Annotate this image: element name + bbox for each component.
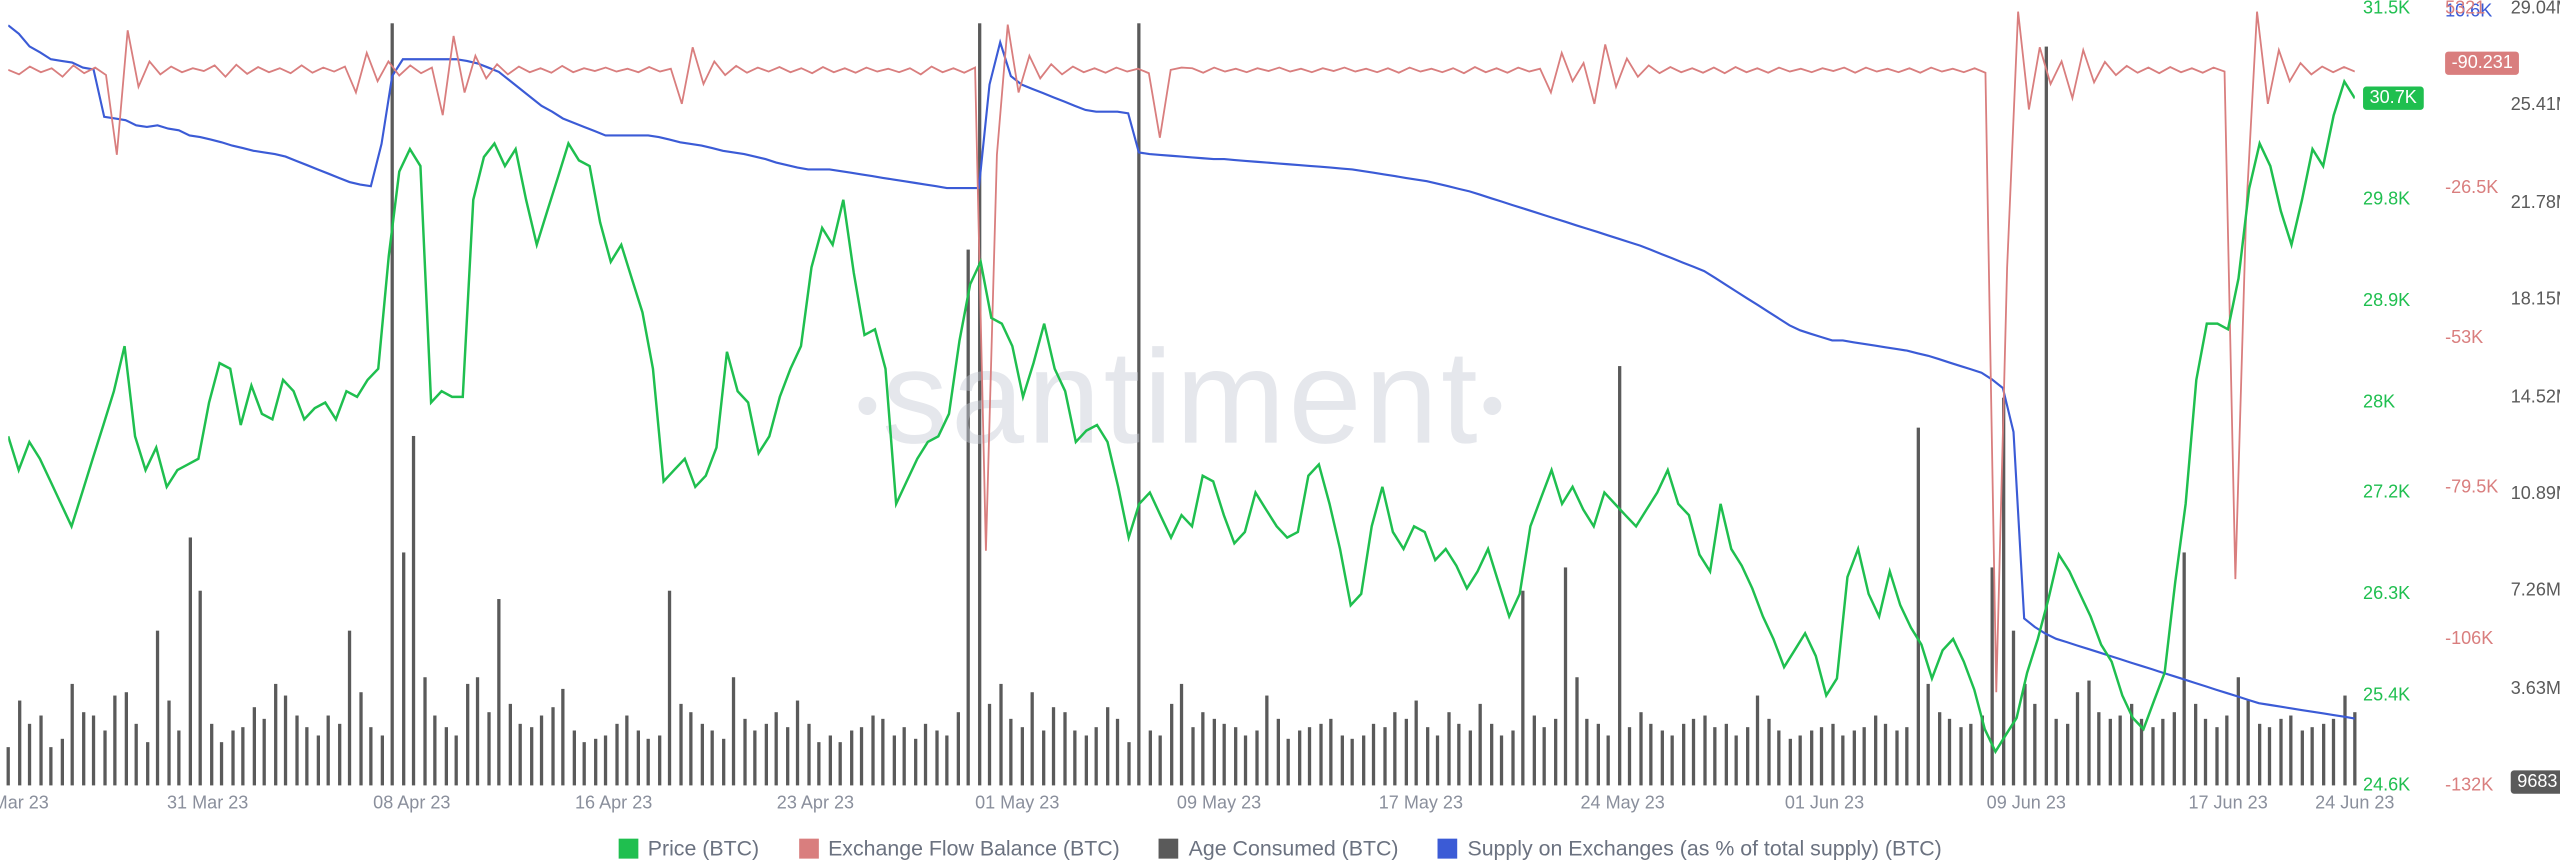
y-tick-price: 29.8K: [2363, 190, 2410, 210]
y-tick-flow: -26.5K: [2445, 178, 2498, 198]
x-tick: 24 May 23: [1581, 794, 1665, 814]
y-tick-age: 25.41M: [2511, 95, 2560, 115]
y-tick-price: 26.3K: [2363, 584, 2410, 604]
legend-item[interactable]: Price (BTC): [618, 835, 759, 860]
x-tick: 01 Jun 23: [1785, 794, 1864, 814]
legend-item[interactable]: Age Consumed (BTC): [1159, 835, 1398, 860]
y-tick-age: 7.26M: [2511, 581, 2560, 601]
y-axis-price: 31.5K29.8K28.9K28K27.2K26.3K25.4K24.6K30…: [2363, 8, 2437, 785]
y-tick-price: 25.4K: [2363, 685, 2410, 705]
legend-swatch: [799, 838, 819, 858]
y-tick-age: 29.04M: [2511, 0, 2560, 18]
y-tick-price: 28.9K: [2363, 291, 2410, 311]
legend-swatch: [1159, 838, 1179, 858]
x-tick: 17 Jun 23: [2188, 794, 2267, 814]
legend-swatch: [1438, 838, 1458, 858]
x-tick: 16 Apr 23: [575, 794, 652, 814]
legend-item[interactable]: Exchange Flow Balance (BTC): [799, 835, 1120, 860]
y-tick-price: 28K: [2363, 392, 2395, 412]
y-tick-age: 3.63M: [2511, 678, 2560, 698]
y-tick-price: 24.6K: [2363, 775, 2410, 795]
y-tick-flow: -106K: [2445, 628, 2493, 648]
x-tick: 01 May 23: [975, 794, 1059, 814]
chart-container: •santiment• 23 Mar 23 31 Mar 23 08 Apr 23 1…: [0, 0, 2560, 867]
legend-label: Price (BTC): [648, 835, 759, 860]
y-tick-age: 21.78M: [2511, 193, 2560, 213]
legend-label: Exchange Flow Balance (BTC): [828, 835, 1120, 860]
legend-label: Age Consumed (BTC): [1189, 835, 1399, 860]
y-tick-price: 27.2K: [2363, 483, 2410, 503]
line-layer: [8, 8, 2355, 785]
x-tick: 31 Mar 23: [167, 794, 248, 814]
legend-item[interactable]: Supply on Exchanges (as % of total suppl…: [1438, 835, 1942, 860]
supply-line: [8, 25, 2355, 718]
y-tick-flow: 5321: [2445, 0, 2485, 18]
flow-badge: -90.231: [2445, 51, 2519, 74]
x-tick: 17 May 23: [1379, 794, 1463, 814]
legend-label: Supply on Exchanges (as % of total suppl…: [1467, 835, 1941, 860]
y-tick-age: 10.89M: [2511, 484, 2560, 504]
legend-swatch: [618, 838, 638, 858]
x-tick: 23 Mar 23: [0, 794, 49, 814]
y-tick-price: 31.5K: [2363, 0, 2410, 18]
y-tick-flow: -79.5K: [2445, 478, 2498, 498]
y-tick-flow: -53K: [2445, 328, 2483, 348]
y-tick-flow: -132K: [2445, 775, 2493, 795]
x-tick: 08 Apr 23: [373, 794, 450, 814]
x-tick: 09 May 23: [1177, 794, 1261, 814]
plot-area[interactable]: •santiment•: [8, 8, 2355, 785]
y-tick-age: 14.52M: [2511, 387, 2560, 407]
y-axis-age: 29.04M25.41M21.78M18.15M14.52M10.89M7.26…: [2511, 8, 2560, 785]
x-tick: 24 Jun 23: [2315, 794, 2394, 814]
y-tick-age: 18.15M: [2511, 290, 2560, 310]
flow-line: [8, 12, 2355, 693]
x-tick: 23 Apr 23: [777, 794, 854, 814]
x-tick: 09 Jun 23: [1987, 794, 2066, 814]
legend: Price (BTC) Exchange Flow Balance (BTC) Ag…: [0, 835, 2560, 862]
x-axis: 23 Mar 2331 Mar 2308 Apr 2316 Apr 2323 A…: [8, 794, 2355, 824]
y-axis-flow: 5321-26.5K-53K-79.5K-106K-132K-90.231: [2445, 8, 2519, 785]
price-badge: 30.7K: [2363, 87, 2423, 110]
